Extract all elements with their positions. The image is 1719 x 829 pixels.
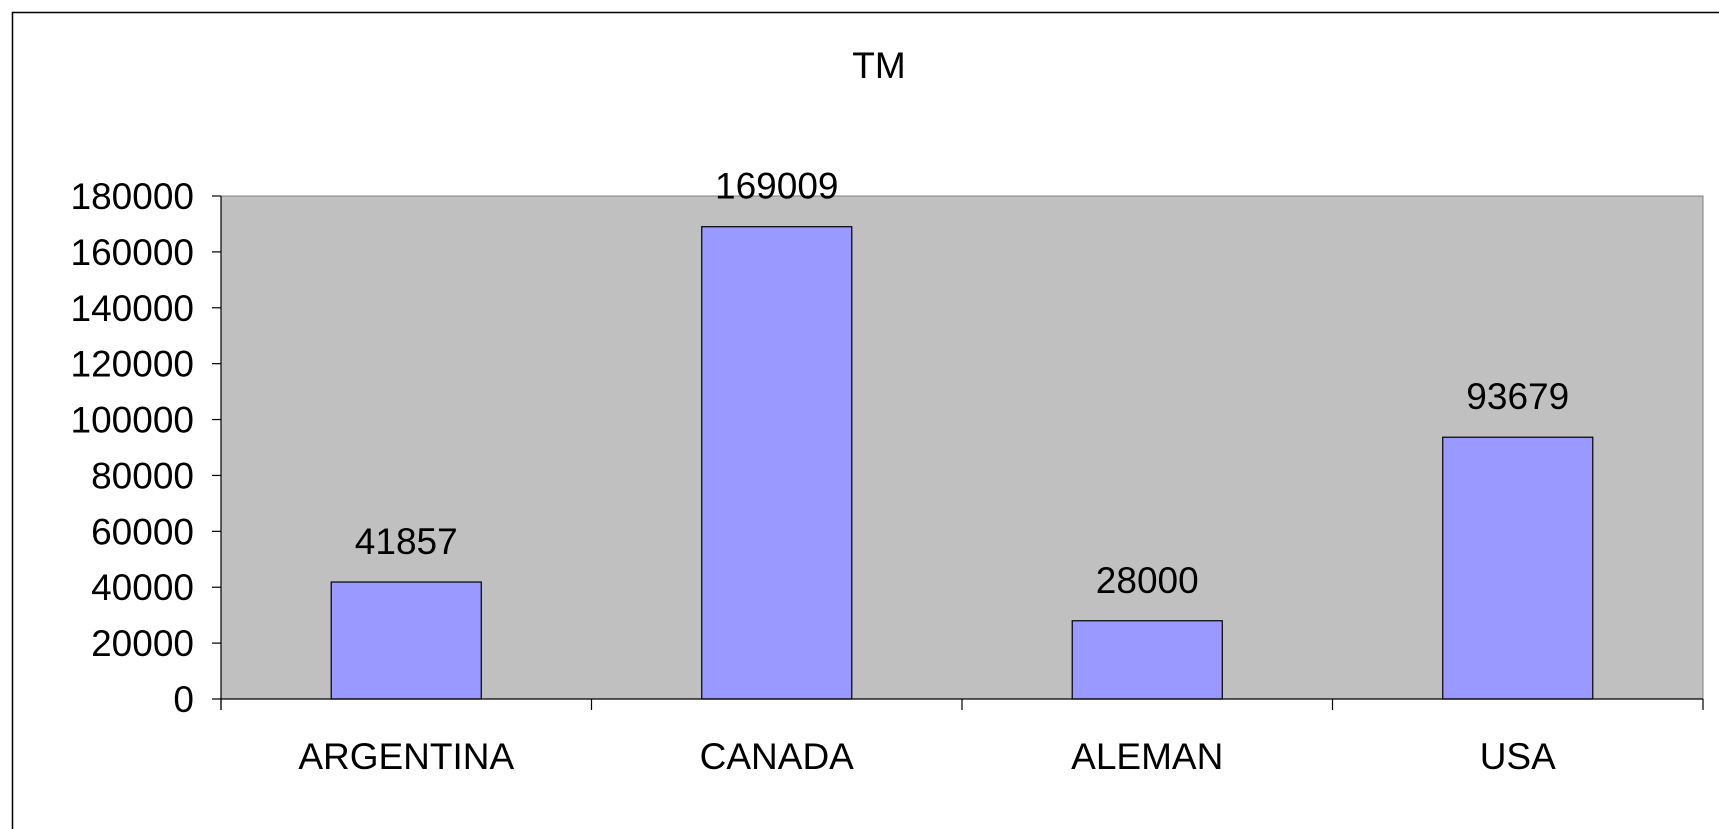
- axes-layer: 0 20000 40000 60000 80000 100000 120000 140000 1…: [71, 176, 1704, 777]
- data-label-argentina: 41857: [355, 521, 458, 562]
- bar-canada: [701, 226, 853, 700]
- y-tick-label: 100000: [71, 400, 194, 441]
- bar-usa: [1442, 436, 1594, 700]
- y-tick-label: 20000: [91, 623, 194, 664]
- data-label-aleman: 28000: [1096, 560, 1199, 601]
- y-tick-label: 40000: [91, 567, 194, 608]
- bar-aleman: [1071, 620, 1223, 700]
- x-tick-label-aleman: ALEMAN: [1071, 736, 1223, 777]
- data-label-usa: 93679: [1466, 376, 1569, 417]
- x-tick-label-usa: USA: [1480, 736, 1556, 777]
- y-tick-label: 80000: [91, 455, 194, 496]
- y-tick-label: 120000: [71, 344, 194, 385]
- data-label-canada: 169009: [715, 166, 838, 207]
- bars-layer: 41857 169009 28000 93679: [330, 166, 1594, 700]
- chart-title: TM: [852, 45, 905, 86]
- x-tick-label-canada: CANADA: [700, 736, 855, 777]
- y-tick-label: 60000: [91, 511, 194, 552]
- x-tick-label-argentina: ARGENTINA: [298, 736, 514, 777]
- y-tick-label: 0: [173, 679, 194, 720]
- bar-argentina: [330, 581, 482, 700]
- y-tick-label: 140000: [71, 288, 194, 329]
- y-tick-label: 180000: [71, 176, 194, 217]
- y-tick-label: 160000: [71, 232, 194, 273]
